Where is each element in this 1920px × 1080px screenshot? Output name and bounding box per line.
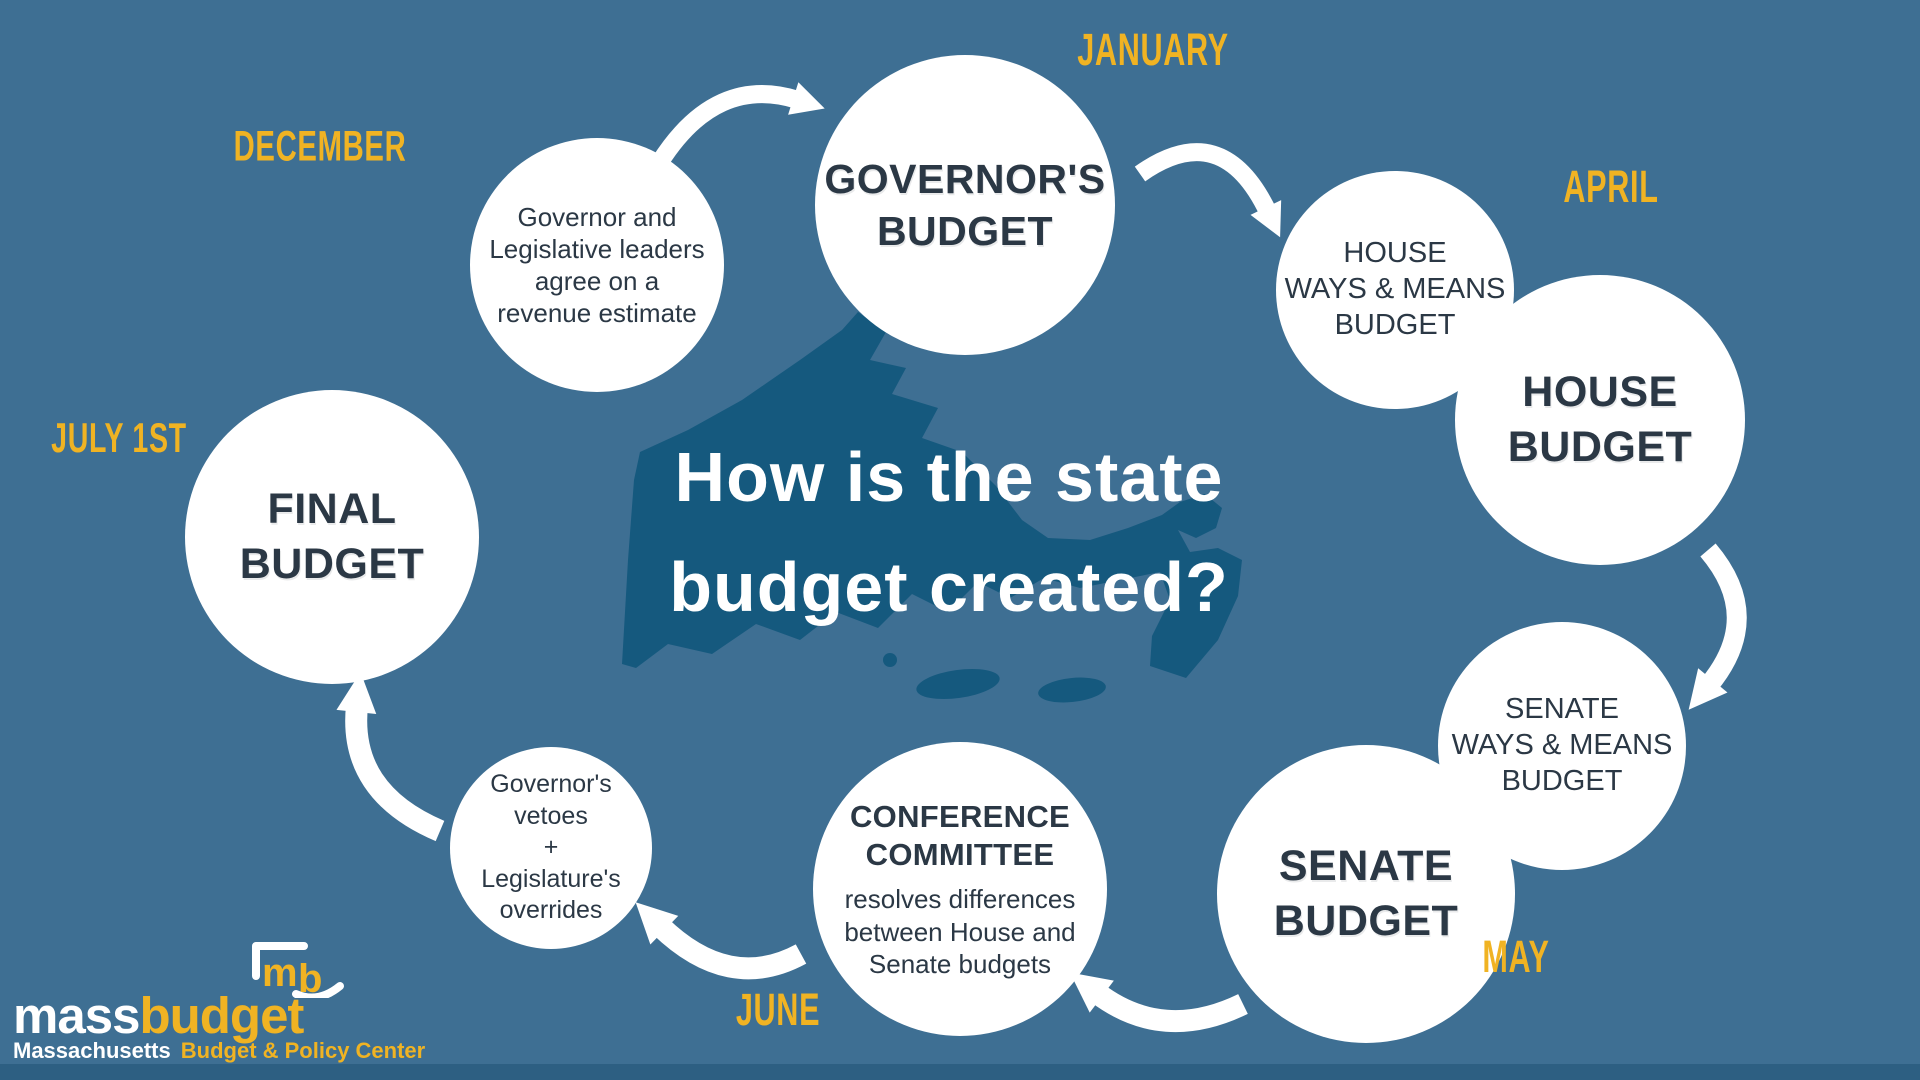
step-revenue-estimate-text: Governor and Legislative leaders agree o…	[489, 201, 705, 329]
flow-arrow-conference-to-vetoes	[635, 902, 807, 980]
bottom-edge-strip	[0, 1064, 1920, 1080]
page-title-line1: How is the state	[674, 438, 1224, 516]
month-label-may: MAY	[1482, 931, 1550, 982]
flow-arrow-senate-budget-to-conference	[1069, 972, 1248, 1033]
step-circle-senate-ways-means: SENATE WAYS & MEANS BUDGET	[1438, 622, 1686, 870]
massbudget-monogram-icon: m b	[252, 942, 344, 998]
svg-text:b: b	[298, 957, 322, 998]
step-circle-governors-budget: GOVERNOR'S BUDGET	[815, 55, 1115, 355]
month-label-july-1st: JULY 1ST	[51, 414, 187, 461]
month-label-june: JUNE	[735, 984, 821, 1035]
step-senate-budget-text: SENATE BUDGET	[1273, 842, 1459, 945]
flow-arrow-governors-to-house-wm	[1134, 143, 1282, 238]
month-label-april: APRIL	[1563, 161, 1659, 212]
flow-arrow-house-budget-to-senate-wm	[1688, 543, 1747, 710]
step-house-ways-means-text: HOUSE WAYS & MEANS BUDGET	[1284, 237, 1506, 341]
step-circle-conference-committee: CONFERENCE COMMITTEE resolves difference…	[813, 742, 1107, 1036]
page-title: How is the state budget created?	[669, 422, 1229, 642]
flow-arrow-vetoes-to-final	[336, 672, 445, 842]
step-circle-revenue-estimate: Governor and Legislative leaders agree o…	[470, 138, 724, 392]
massbudget-logo: massbudget	[13, 986, 304, 1045]
logo-tagline-white: Massachusetts	[13, 1038, 171, 1063]
massbudget-tagline: Massachusetts Budget & Policy Center	[13, 1038, 425, 1064]
logo-tagline-yellow: Budget & Policy Center	[180, 1038, 426, 1063]
step-circle-final-budget: FINAL BUDGET	[185, 390, 479, 684]
page-title-line2: budget created?	[669, 548, 1229, 626]
svg-text:m: m	[262, 951, 298, 995]
month-label-january: JANUARY	[1077, 24, 1229, 75]
step-vetoes-overrides-text: Governor's vetoes + Legislature's overri…	[481, 770, 621, 925]
step-circle-senate-budget: SENATE BUDGET	[1217, 745, 1515, 1043]
step-senate-ways-means-text: SENATE WAYS & MEANS BUDGET	[1451, 693, 1673, 797]
step-house-budget-text: HOUSE BUDGET	[1507, 368, 1693, 471]
step-final-budget-text: FINAL BUDGET	[239, 485, 425, 588]
step-governors-budget-text: GOVERNOR'S BUDGET	[824, 155, 1106, 254]
month-label-december: DECEMBER	[233, 122, 407, 171]
logo-brand-white: mass	[13, 987, 140, 1044]
logo-brand-yellow: budget	[139, 987, 304, 1044]
step-conference-committee-title: CONFERENCE COMMITTEE	[849, 798, 1070, 872]
step-circle-house-budget: HOUSE BUDGET	[1455, 275, 1745, 565]
step-conference-committee-body: resolves differences between House and S…	[844, 884, 1076, 979]
step-circle-vetoes-overrides: Governor's vetoes + Legislature's overri…	[450, 747, 652, 949]
flow-arrow-revenue-to-governors	[652, 82, 825, 167]
